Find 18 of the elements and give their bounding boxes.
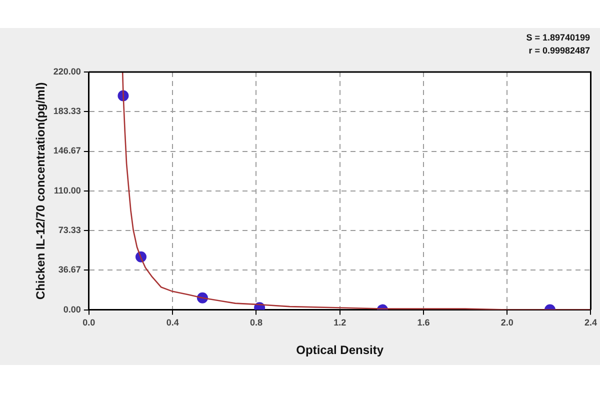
y-tick-label: 183.33 xyxy=(53,106,81,116)
x-tick-label: 0.0 xyxy=(82,318,96,328)
x-axis-title: Optical Density xyxy=(296,343,384,358)
text: S = 1.89740199 xyxy=(526,32,590,42)
x-tick-label: 0.4 xyxy=(166,318,179,328)
y-tick-label: 73.33 xyxy=(58,225,81,236)
y-tick-label: 0.00 xyxy=(63,304,81,314)
x-tick-label: 0.8 xyxy=(250,318,262,328)
y-tick-label: 146.67 xyxy=(53,146,81,156)
x-tick-label: 1.6 xyxy=(417,318,430,328)
x-tick-label: 1.2 xyxy=(334,318,346,328)
y-axis-title: Chicken IL-12/70 concentration(pg/ml) xyxy=(34,82,48,300)
x-tick-label: 2.0 xyxy=(500,318,514,328)
x-tick-label: 2.4 xyxy=(584,318,597,328)
y-tick-label: 36.67 xyxy=(58,264,81,275)
y-tick-label: 220.00 xyxy=(53,66,81,76)
text: r = 0.99982487 xyxy=(528,45,590,56)
y-tick-label: 110.00 xyxy=(54,185,81,196)
